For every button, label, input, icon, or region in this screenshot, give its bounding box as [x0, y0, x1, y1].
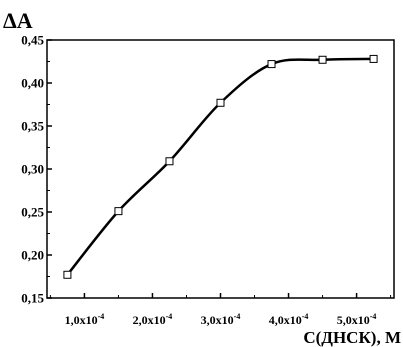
y-tick-label: 0,15 [21, 291, 44, 306]
y-tick-label: 0,35 [21, 119, 44, 134]
y-tick-label: 0,20 [21, 248, 44, 263]
x-tick-labels: 1,0x10-4 2,0x10-4 3,0x10-4 4,0x10-4 5,0x10-4 [49, 293, 392, 327]
x-tick-label: 4,0x10-4 [269, 312, 309, 327]
data-point [216, 98, 225, 107]
data-point [165, 157, 174, 166]
x-tick-label: 3,0x10-4 [201, 312, 241, 327]
y-tick-label: 0,25 [21, 205, 44, 220]
x-tick-label: 1,0x10-4 [65, 312, 105, 327]
y-tick-labels: 0,15 0,20 0,25 0,30 0,35 0,40 0,45 [21, 33, 52, 306]
data-point [369, 54, 378, 63]
x-tick-label: 5,0x10-4 [337, 312, 377, 327]
series-line [66, 57, 374, 276]
data-point [114, 207, 123, 216]
y-tick-label: 0,30 [21, 162, 44, 177]
y-tick-label: 0,40 [21, 76, 44, 91]
data-point [318, 55, 327, 64]
y-axis-title: ΔA [3, 8, 33, 33]
x-axis-title: C(ДНСК), M [303, 328, 401, 347]
y-tick-label: 0,45 [21, 33, 44, 48]
plot-area [46, 39, 395, 299]
data-point [267, 60, 276, 69]
data-point [63, 270, 72, 279]
plot-frame [46, 39, 395, 299]
series-group [63, 54, 378, 279]
x-tick-label: 2,0x10-4 [133, 312, 173, 327]
